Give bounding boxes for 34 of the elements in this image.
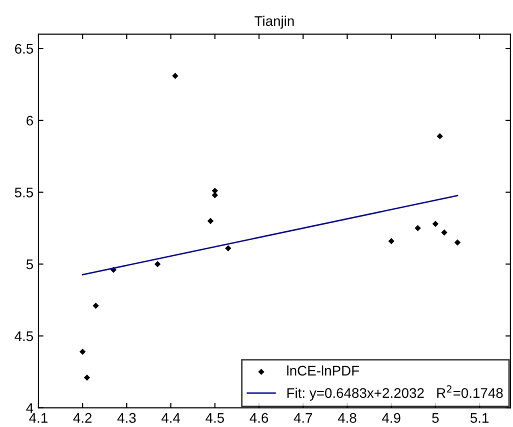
y-tick-label: 5.5 — [14, 188, 34, 198]
point — [207, 218, 214, 224]
point — [212, 192, 218, 198]
point — [225, 245, 232, 252]
x-tick-label: 4.9 — [382, 413, 400, 423]
legend-label: Fit: y=0.6483x+2.2032 R$^{2}$=0.1748 — [287, 385, 503, 401]
point — [454, 239, 461, 246]
x-tick-label: 4.6 — [250, 413, 268, 423]
point — [92, 302, 99, 309]
x-tick-label: 4.8 — [338, 413, 356, 423]
y-tick-label: 6 — [26, 116, 34, 126]
y-tick-label: 5 — [26, 260, 34, 270]
point — [154, 260, 161, 268]
point — [436, 133, 443, 140]
y-tick-label: 6.5 — [15, 44, 34, 54]
y-tick-label: 4.5 — [14, 331, 34, 342]
legend-label: lnCE-lnPDF — [287, 365, 360, 376]
y-tick-label: 4 — [26, 403, 34, 413]
x-tick-label: 5.1 — [470, 413, 489, 423]
point — [84, 374, 90, 381]
x-tick-label: 4.5 — [206, 413, 224, 423]
x-tick-label: 4.4 — [161, 413, 180, 423]
point — [388, 238, 394, 244]
x-tick-label: 5 — [432, 413, 439, 423]
point — [79, 348, 86, 355]
x-tick-label: 4.2 — [73, 413, 92, 423]
x-tick-label: 4.7 — [294, 413, 312, 423]
point — [432, 220, 439, 227]
point — [441, 229, 448, 236]
x-tick-label: 4.3 — [117, 413, 136, 423]
point — [414, 225, 421, 232]
point — [172, 72, 178, 79]
chart-title: Tianjin — [254, 16, 294, 29]
x-tick-label: 4.1 — [29, 413, 48, 423]
